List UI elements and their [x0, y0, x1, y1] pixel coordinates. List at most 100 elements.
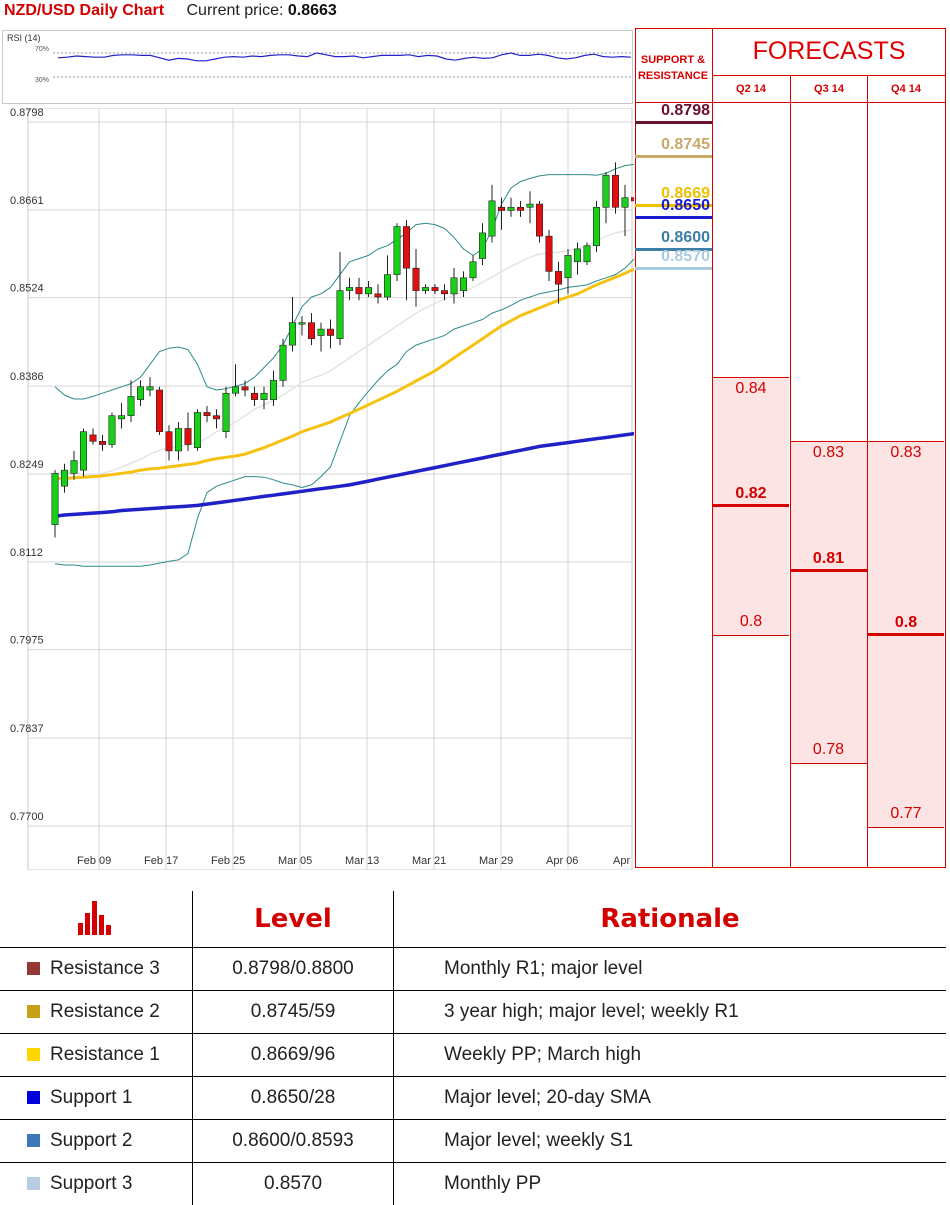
rationale-cell: Monthly R1; major level: [394, 948, 947, 991]
chart-header: NZD/USD Daily Chart Current price: 0.866…: [4, 2, 337, 24]
level-value-cell: 0.8745/59: [193, 991, 394, 1034]
sr-level-line: [635, 267, 712, 270]
support-resistance-title: SUPPORT & RESISTANCE: [635, 52, 711, 84]
forecast-panel: FORECASTS SUPPORT & RESISTANCE Q2 14 Q3 …: [635, 28, 946, 868]
x-tick-label: Mar 21: [412, 855, 446, 867]
level-value-cell: 0.8798/0.8800: [193, 948, 394, 991]
rationale-cell: Major level; weekly S1: [394, 1120, 947, 1163]
candle: [109, 412, 115, 447]
level-name-cell: Resistance 3: [0, 948, 193, 991]
candle: [156, 387, 162, 435]
current-price-value: 0.8663: [288, 2, 337, 19]
rationale-cell: Monthly PP: [394, 1163, 947, 1205]
y-tick-label: 0.8661: [10, 195, 44, 207]
forecasts-title: FORECASTS: [712, 28, 946, 75]
level-color-swatch: [27, 1091, 40, 1104]
forecast-high-label: 0.83: [868, 444, 944, 462]
x-tick-label: Apr 14: [613, 855, 634, 867]
forecast-high-label: 0.84: [713, 380, 789, 398]
rsi-level-30: 30%: [35, 77, 49, 84]
rsi-panel: RSI (14) 70% 30%: [2, 30, 633, 104]
level-name-cell: Support 1: [0, 1077, 193, 1120]
sr-level-label: 0.8600: [635, 229, 712, 247]
candle: [80, 428, 86, 476]
current-price: Current price: 0.8663: [186, 2, 336, 19]
rsi-line: [58, 53, 631, 61]
price-chart: 0.87980.86610.85240.83860.82490.81120.79…: [0, 108, 634, 870]
quarter-header: Q2 14: [713, 83, 789, 95]
level-value-cell: 0.8650/28: [193, 1077, 394, 1120]
level-name-cell: Support 2: [0, 1120, 193, 1163]
level-value-cell: 0.8570: [193, 1163, 394, 1205]
forecast-mid-line: [713, 504, 789, 507]
x-tick-label: Mar 29: [479, 855, 513, 867]
x-tick-label: Mar 05: [278, 855, 312, 867]
level-color-swatch: [27, 1048, 40, 1061]
candle: [584, 243, 590, 265]
y-tick-label: 0.8249: [10, 459, 44, 471]
forecast-mid-label: 0.8: [868, 614, 944, 632]
pair-title: NZD/USD Daily Chart: [4, 2, 164, 19]
y-tick-label: 0.8798: [10, 108, 44, 119]
x-tick-label: Feb 09: [77, 855, 111, 867]
x-tick-label: Mar 13: [345, 855, 379, 867]
level-value-cell: 0.8669/96: [193, 1034, 394, 1077]
candle: [593, 201, 599, 252]
sr-title-line1: SUPPORT &: [635, 52, 711, 68]
level-color-swatch: [27, 1005, 40, 1018]
forecast-high-label: 0.83: [791, 444, 867, 462]
forecast-low-label: 0.8: [713, 613, 789, 631]
level-name-cell: Resistance 2: [0, 991, 193, 1034]
rsi-chart: [3, 31, 632, 103]
quarter-header: Q4 14: [868, 83, 944, 95]
x-tick-label: Feb 17: [144, 855, 178, 867]
forecast-low-label: 0.77: [868, 805, 944, 823]
level-color-swatch: [27, 962, 40, 975]
level-name-cell: Resistance 1: [0, 1034, 193, 1077]
candle: [536, 201, 542, 243]
candle: [280, 339, 286, 387]
rsi-level-70: 70%: [35, 46, 49, 53]
candle: [194, 409, 200, 451]
y-tick-label: 0.8112: [10, 547, 43, 559]
rationale-column-header: Rationale: [394, 891, 947, 948]
level-name: Resistance 2: [50, 1001, 160, 1022]
sr-level-label: 0.8570: [635, 248, 712, 266]
x-tick-label: Apr 06: [546, 855, 578, 867]
y-tick-label: 0.7700: [10, 811, 44, 823]
x-tick-label: Feb 25: [211, 855, 245, 867]
sr-title-line2: RESISTANCE: [635, 68, 711, 84]
level-name: Resistance 1: [50, 1044, 160, 1065]
forecast-mid-label: 0.82: [713, 485, 789, 503]
level-name: Support 3: [50, 1173, 132, 1194]
rationale-cell: Weekly PP; March high: [394, 1034, 947, 1077]
level-column-header: Level: [193, 891, 394, 948]
level-name: Support 2: [50, 1130, 132, 1151]
bar-chart-icon: [0, 891, 193, 948]
rationale-cell: Major level; 20-day SMA: [394, 1077, 947, 1120]
forecast-mid-label: 0.81: [791, 550, 867, 568]
forecast-range-box: [791, 441, 867, 764]
level-color-swatch: [27, 1134, 40, 1147]
forecast-mid-line: [791, 569, 867, 572]
candle: [223, 387, 229, 438]
candle: [394, 223, 400, 281]
forecast-low-label: 0.78: [791, 741, 867, 759]
y-tick-label: 0.7837: [10, 723, 44, 735]
sr-level-line: [635, 121, 712, 124]
forecast-mid-line: [868, 633, 944, 636]
y-tick-label: 0.7975: [10, 635, 44, 647]
level-color-swatch: [27, 1177, 40, 1190]
quarter-header: Q3 14: [791, 83, 867, 95]
sr-level-line: [635, 216, 712, 219]
sr-level-label: 0.8798: [635, 102, 712, 120]
level-value-cell: 0.8600/0.8593: [193, 1120, 394, 1163]
sr-level-label: 0.8650: [635, 197, 712, 215]
